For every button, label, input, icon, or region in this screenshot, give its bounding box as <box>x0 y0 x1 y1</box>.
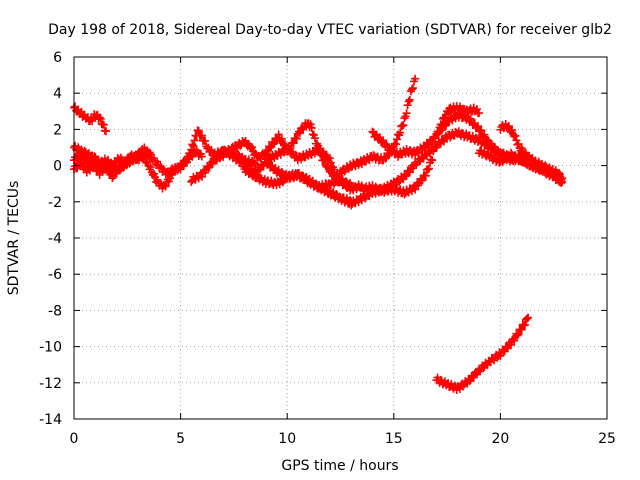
series-arc-9 <box>261 74 420 181</box>
x-tick-label: 20 <box>491 431 509 447</box>
y-axis-label: SDTVAR / TECUs <box>6 181 22 296</box>
data-points <box>70 74 567 394</box>
data-marker <box>432 313 533 394</box>
y-tick-label: -6 <box>48 267 62 283</box>
series-arc-3 <box>70 102 110 136</box>
x-tick-label: 25 <box>598 431 616 447</box>
x-tick-label: 10 <box>278 431 296 447</box>
y-tick-label: -4 <box>48 231 62 247</box>
x-axis-label: GPS time / hours <box>281 458 398 474</box>
y-tick-label: 0 <box>53 159 62 175</box>
y-tick-label: 6 <box>53 50 62 66</box>
x-tick-label: 0 <box>70 431 79 447</box>
chart-title: Day 198 of 2018, Sidereal Day-to-day VTE… <box>48 22 612 38</box>
y-tick-label: -14 <box>39 412 62 428</box>
y-tick-label: -8 <box>48 303 62 319</box>
series-arc-15 <box>475 146 567 184</box>
plot-frame <box>73 56 608 420</box>
data-marker <box>70 102 110 136</box>
data-marker <box>261 74 420 181</box>
series-arc-13 <box>432 313 533 394</box>
data-marker <box>240 165 356 193</box>
x-tick-label: 15 <box>385 431 403 447</box>
y-tick-label: -10 <box>39 340 62 356</box>
y-tick-label: 4 <box>53 86 62 102</box>
grid <box>74 57 607 419</box>
data-marker <box>475 146 567 184</box>
y-tick-label: -12 <box>39 376 62 392</box>
x-tick-label: 5 <box>176 431 185 447</box>
y-tick-label: -2 <box>48 195 62 211</box>
series-arc-8 <box>240 165 356 193</box>
y-tick-label: 2 <box>53 122 62 138</box>
